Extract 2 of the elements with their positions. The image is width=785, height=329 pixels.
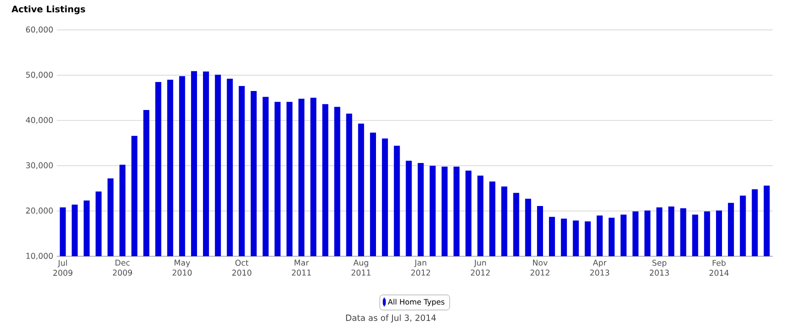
text: Data as of Jul 3, 2014 xyxy=(346,314,436,323)
chart-title: Active Listings xyxy=(12,6,86,14)
